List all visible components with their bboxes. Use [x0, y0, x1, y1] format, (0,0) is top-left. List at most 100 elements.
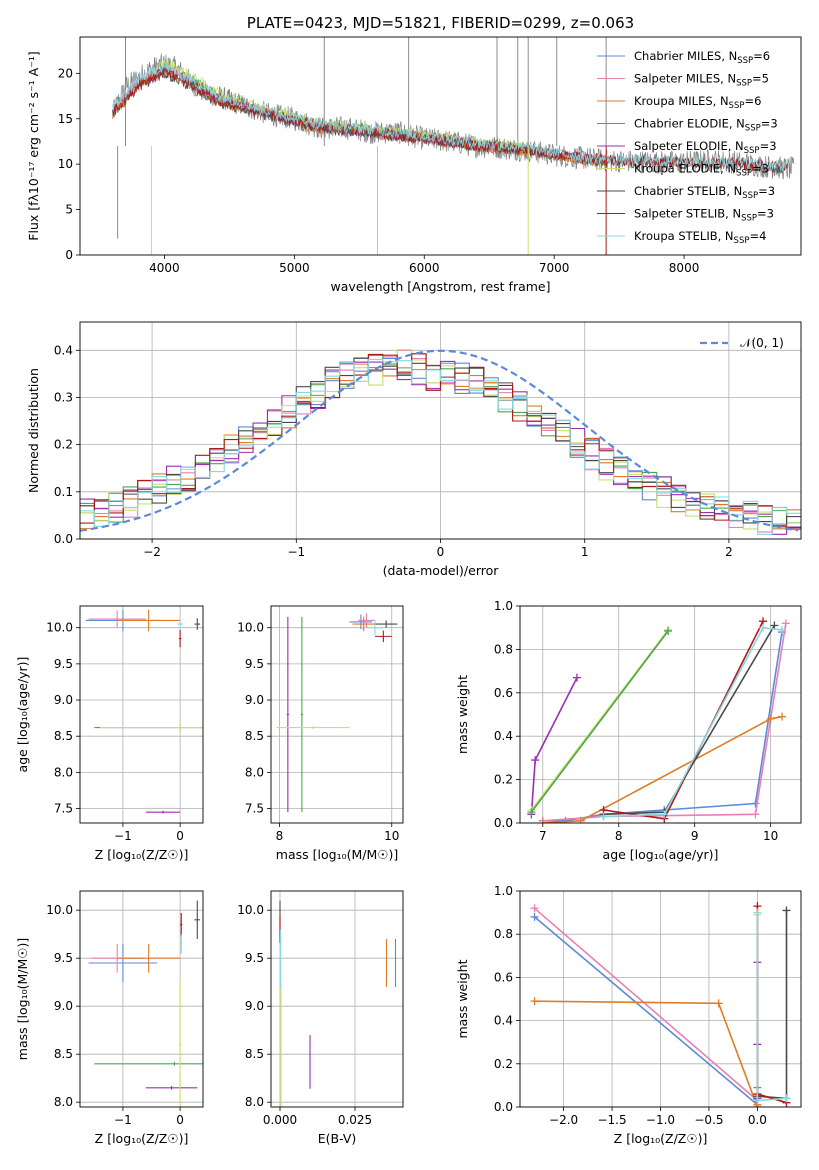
- legend-label-salpeter_stelib: Salpeter STELIB, NSSP=3: [634, 207, 774, 224]
- x-tick-label: −0.5: [694, 1113, 723, 1127]
- y-tick-label: 8.5: [245, 729, 264, 743]
- y-tick-label: 0.8: [494, 927, 513, 941]
- legend-label-kroupa_stelib: Kroupa STELIB, NSSP=4: [634, 229, 766, 246]
- y-tick-label: 9.0: [245, 999, 264, 1013]
- weight-marker-kroupa_miles: [576, 816, 585, 823]
- y-axis-label: mass weight: [455, 959, 470, 1038]
- weight-marker-kroupa_miles: [538, 819, 547, 823]
- weight-line-kroupa_stelib: [756, 912, 787, 1102]
- weight-marker-kroupa_miles: [714, 999, 723, 1008]
- panel-residuals: −2 −1 0 1 2 0.0 0.1 0.2 0.3 0.4 (data-model)/error…: [26, 321, 802, 578]
- histogram-kroupa_stelib: [80, 358, 801, 535]
- y-tick-label: 10.0: [46, 621, 73, 635]
- y-tick-label: 8.0: [54, 1095, 73, 1109]
- plot-area: [530, 902, 791, 1107]
- x-tick-label: 0: [176, 1113, 184, 1127]
- x-tick-label: 10: [384, 829, 399, 843]
- weight-line-chabrier_stelib: [757, 910, 788, 1100]
- x-tick-label: −1.5: [597, 1113, 626, 1127]
- x-tick-label: 1: [581, 545, 589, 559]
- y-tick-label: 8.0: [54, 765, 73, 779]
- y-tick-label: 0.2: [54, 438, 73, 452]
- x-tick-label: 8: [615, 829, 623, 843]
- model-line-salpeter_stelib: [112, 65, 788, 172]
- x-tick-label: −2.0: [549, 1113, 578, 1127]
- axes-frame: [519, 605, 802, 824]
- y-tick-label: 0.4: [494, 1014, 513, 1028]
- gaussian-curve: [80, 349, 799, 532]
- weight-marker-kroupa_stelib: [753, 908, 762, 917]
- y-tick-label: 0.2: [494, 773, 513, 787]
- y-tick-label: 0.6: [494, 686, 513, 700]
- weight-marker-salpeter_miles: [751, 810, 760, 819]
- x-tick-label: 0.025: [338, 1113, 372, 1127]
- weight-marker-chabrier_elodie: [527, 808, 536, 817]
- y-tick-label: 10: [58, 157, 73, 171]
- panel-mass_vs_z: −1 0 8.0 8.5 9.0 9.5 10.0 Z [log₁₀(Z/Z☉)] mass […: [15, 890, 204, 1146]
- y-tick-label: 0.6: [494, 970, 513, 984]
- y-tick-label: 20: [58, 66, 73, 80]
- x-tick-label: 7000: [539, 261, 570, 275]
- y-tick-label: 1.0: [494, 599, 513, 613]
- x-tick-label: 10: [763, 829, 778, 843]
- y-axis-label: mass [log₁₀(M/M☉)]: [15, 938, 30, 1060]
- y-tick-label: 0.8: [494, 642, 513, 656]
- y-axis-label: Flux [fλ10⁻¹⁷ erg cm⁻² s⁻¹ A⁻¹]: [26, 51, 41, 240]
- model-line-kroupa_elodie: [151, 59, 529, 153]
- x-axis-label: wavelength [Angstrom, rest frame]: [330, 279, 550, 294]
- weight-marker-chabrier_miles: [530, 912, 539, 921]
- axes-frame: [79, 605, 204, 824]
- weight-marker-kroupa_stelib: [599, 812, 608, 821]
- x-axis-label: Z [log₁₀(Z/Z☉)]: [95, 1131, 189, 1146]
- x-axis-label: E(B-V): [318, 1131, 357, 1146]
- y-tick-label: 9.0: [54, 693, 73, 707]
- x-tick-label: −1.0: [646, 1113, 675, 1127]
- weight-marker-salpeter_elodie: [531, 756, 540, 765]
- legend: Chabrier MILES, NSSP=6 Salpeter MILES, NS…: [597, 49, 778, 246]
- y-tick-label: 1.0: [494, 884, 513, 898]
- weight-marker-chabrier_stelib: [782, 906, 791, 915]
- panel-weight_vs_age: 7 8 9 10 0.0 0.2 0.4 0.6 0.8 1.0 age [log₁₀(age/yr…: [455, 599, 802, 862]
- weight-marker-salpeter_miles: [781, 619, 790, 628]
- y-tick-label: 0.2: [494, 1057, 513, 1071]
- weight-line-chabrier_miles: [533, 916, 759, 1107]
- x-tick-label: 0.0: [748, 1113, 767, 1127]
- y-tick-label: 0.1: [54, 485, 73, 499]
- weight-marker-kroupa_miles: [778, 712, 787, 721]
- panel-age_vs_z: −1 0 7.5 8.0 8.5 9.0 9.5 10.0 Z [log₁₀(Z/Z☉)] age…: [15, 605, 204, 862]
- y-tick-label: 9.5: [54, 951, 73, 965]
- axes-frame: [270, 890, 404, 1108]
- x-tick-label: 6000: [409, 261, 440, 275]
- y-tick-label: 9.5: [54, 657, 73, 671]
- histogram-salpeter_stelib: [80, 353, 801, 529]
- plot-area: [88, 900, 203, 1107]
- plot-area: [527, 617, 790, 823]
- x-tick-label: 7: [539, 829, 547, 843]
- x-tick-label: −2: [143, 545, 161, 559]
- legend-label-salpeter_miles: Salpeter MILES, NSSP=5: [634, 72, 769, 89]
- panel-spectrum: 4000 5000 6000 7000 8000 0 5 10 15 20 wavelength […: [26, 36, 802, 294]
- axes-frame: [79, 36, 802, 256]
- y-tick-label: 0.4: [54, 343, 73, 357]
- weight-line-salpeter_elodie: [530, 677, 578, 815]
- panel-mass_vs_ebv: 0.000 0.025 8.0 8.5 9.0 9.5 10.0 E(B-V): [237, 890, 404, 1146]
- weight-line-kroupa_miles: [534, 1000, 759, 1107]
- legend-label-chabrier_miles: Chabrier MILES, NSSP=6: [634, 49, 770, 66]
- axes-frame: [519, 890, 802, 1108]
- y-tick-label: 10.0: [237, 621, 264, 635]
- y-tick-label: 10.0: [46, 903, 73, 917]
- legend-label-chabrier_stelib: Chabrier STELIB, NSSP=3: [634, 184, 775, 201]
- y-tick-label: 5: [65, 203, 73, 217]
- y-tick-label: 8.5: [54, 1047, 73, 1061]
- weight-line-salpeter_stelib: [756, 906, 787, 1104]
- x-tick-label: 0: [437, 545, 445, 559]
- y-axis-label: age [log₁₀(age/yr)]: [15, 657, 30, 773]
- y-tick-label: 8.5: [245, 1047, 264, 1061]
- y-tick-label: 8.5: [54, 729, 73, 743]
- panel-age_vs_mass: 8 10 7.5 8.0 8.5 9.0 9.5 10.0 mass [log₁₀(M/M☉)]: [237, 605, 404, 862]
- weight-line-salpeter_miles: [533, 907, 759, 1103]
- weight-marker-kroupa_stelib: [753, 1096, 762, 1105]
- x-tick-label: 4000: [149, 261, 180, 275]
- plot-area: [112, 37, 795, 255]
